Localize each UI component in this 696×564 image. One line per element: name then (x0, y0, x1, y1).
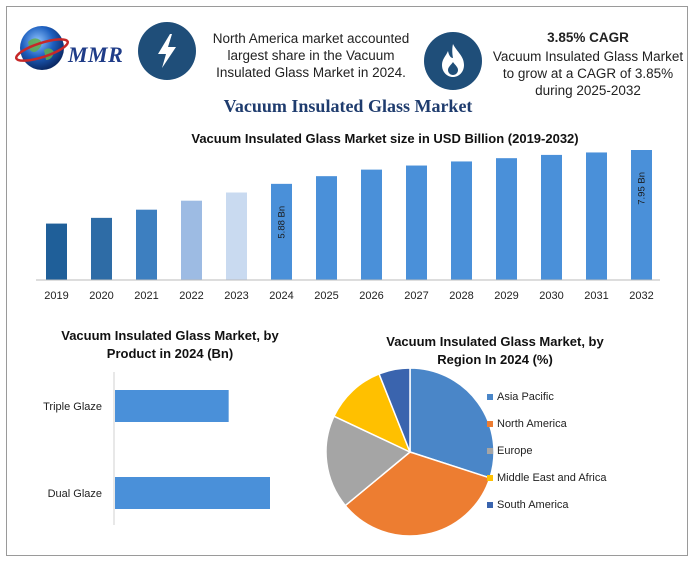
north-america-note: North America market accounted largest s… (212, 31, 410, 80)
data-label-2024: 5.88 Bn (277, 206, 288, 239)
bar-2027 (406, 165, 427, 280)
legend-swatch (487, 448, 493, 454)
legend-label: North America (497, 418, 567, 430)
pie-slice-1 (344, 451, 491, 537)
product-label-1: Dual Glaze (48, 488, 102, 500)
flame-icon (424, 32, 482, 90)
tick-label-2025: 2025 (314, 290, 338, 302)
legend-item-4: South America (487, 499, 569, 511)
lightning-bolt-icon (138, 22, 196, 80)
tick-label-2030: 2030 (539, 290, 563, 302)
tick-label-2023: 2023 (224, 290, 248, 302)
legend-swatch (487, 502, 493, 508)
main-title: Vacuum Insulated Glass Market (223, 96, 473, 116)
legend-swatch (487, 421, 493, 427)
cagr-title: 3.85% CAGR (547, 30, 629, 45)
legend-item-2: Europe (487, 445, 533, 457)
legend-label: Asia Pacific (497, 391, 554, 403)
bar-2023 (226, 192, 247, 280)
bar-data-labels: 5.88 Bn 7.95 Bn (277, 172, 648, 239)
tick-label-2028: 2028 (449, 290, 473, 302)
logo-text: MMR (68, 42, 124, 67)
bar-2019 (46, 223, 67, 280)
product-chart-title: Vacuum Insulated Glass Market, by Produc… (61, 328, 279, 361)
market-size-bars (46, 150, 652, 280)
legend-label: Middle East and Africa (497, 472, 607, 484)
tick-label-2026: 2026 (359, 290, 383, 302)
product-bar-1 (115, 477, 270, 509)
tick-label-2031: 2031 (584, 290, 608, 302)
tick-label-2024: 2024 (269, 290, 293, 302)
tick-label-2020: 2020 (89, 290, 113, 302)
tick-label-2027: 2027 (404, 290, 428, 302)
pie-slice-2 (325, 415, 412, 507)
bar-2021 (136, 209, 157, 280)
bar-2024 (271, 183, 292, 280)
tick-label-2032: 2032 (629, 290, 653, 302)
tick-label-2022: 2022 (179, 290, 203, 302)
globe-icon (14, 26, 70, 70)
cagr-text: Vacuum Insulated Glass Market to grow at… (492, 49, 684, 98)
product-bars: Triple Glaze Dual Glaze (43, 390, 270, 509)
bar-2029 (496, 158, 517, 280)
bar-2020 (91, 217, 112, 280)
legend-item-0: Asia Pacific (487, 391, 554, 403)
legend-label: South America (497, 499, 569, 511)
mmr-logo: MMR (14, 18, 134, 82)
region-pie-slices (325, 367, 495, 537)
product-bar-0 (115, 390, 229, 422)
legend-swatch (487, 394, 493, 400)
bar-2028 (451, 161, 472, 280)
bar-2031 (586, 152, 607, 280)
pie-slice-3 (332, 372, 412, 454)
legend-item-3: Middle East and Africa (487, 472, 607, 484)
tick-label-2029: 2029 (494, 290, 518, 302)
data-label-2032: 7.95 Bn (637, 172, 648, 205)
product-label-0: Triple Glaze (43, 401, 102, 413)
legend-swatch (487, 475, 493, 481)
legend-label: Europe (497, 445, 533, 457)
bar-2030 (541, 154, 562, 280)
market-size-chart-title: Vacuum Insulated Glass Market size in US… (191, 131, 579, 146)
tick-label-2021: 2021 (134, 290, 158, 302)
year-tick-labels: 2019 2020 2021 2022 2023 2024 2025 2026 2027 2028… (44, 290, 653, 302)
bar-2022 (181, 200, 202, 280)
region-chart-title: Vacuum Insulated Glass Market, by Region… (386, 334, 604, 367)
legend-item-1: North America (487, 418, 567, 430)
pie-slice-0 (409, 367, 495, 479)
bar-2025 (316, 176, 337, 280)
pie-slice-4 (378, 367, 411, 453)
bar-2026 (361, 169, 382, 280)
tick-label-2019: 2019 (44, 290, 68, 302)
bar-2032 (631, 150, 652, 280)
